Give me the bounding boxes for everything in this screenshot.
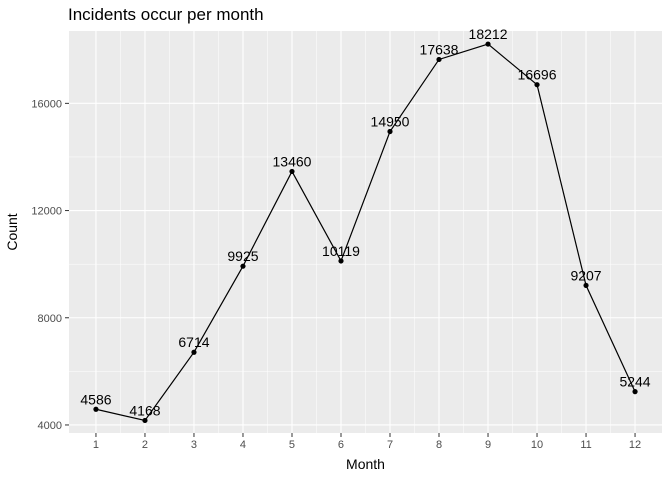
x-axis-title: Month <box>346 456 385 472</box>
major-gridlines <box>69 31 662 433</box>
x-tick-label: 8 <box>436 439 442 451</box>
data-point <box>583 282 589 289</box>
x-tick-label: 7 <box>387 439 393 451</box>
data-point <box>485 41 491 47</box>
data-point <box>289 168 295 175</box>
x-axis-ticks: 1 2 3 4 5 6 7 8 9 10 11 12 <box>93 433 641 451</box>
x-tick-label: 9 <box>485 439 491 451</box>
data-label: 4168 <box>129 402 160 418</box>
x-tick-label: 11 <box>580 439 591 451</box>
x-tick-label: 10 <box>531 439 543 451</box>
data-point <box>191 349 197 355</box>
data-point <box>93 406 99 412</box>
data-label: 16696 <box>518 67 557 83</box>
data-label: 10119 <box>322 243 360 259</box>
data-label: 4586 <box>80 391 111 407</box>
data-labels: 4586 4168 6714 9925 13460 10119 14950 17638 1821… <box>80 26 650 418</box>
y-tick-label: 4000 <box>38 420 62 432</box>
x-tick-label: 6 <box>338 439 344 451</box>
x-tick-label: 5 <box>289 439 295 451</box>
data-label: 13460 <box>273 153 312 169</box>
minor-gridlines <box>69 31 662 433</box>
data-label: 18212 <box>469 26 508 42</box>
data-label: 6714 <box>178 334 209 350</box>
data-point <box>240 263 246 269</box>
chart-title: Incidents occur per month <box>68 5 264 24</box>
data-label: 5244 <box>619 374 650 390</box>
x-tick-label: 12 <box>629 439 641 451</box>
x-tick-label: 1 <box>93 439 99 451</box>
data-label: 9207 <box>570 267 601 283</box>
data-point <box>632 389 638 395</box>
y-tick-label: 12000 <box>31 206 62 218</box>
x-tick-label: 4 <box>240 439 246 451</box>
data-label: 17638 <box>420 41 459 57</box>
data-label: 14950 <box>371 114 410 130</box>
data-points <box>93 41 638 424</box>
data-label: 9925 <box>227 248 258 264</box>
y-tick-label: 16000 <box>31 98 62 110</box>
data-point <box>142 417 148 424</box>
y-axis-ticks: 4000 8000 12000 16000 <box>31 98 69 432</box>
data-point <box>534 82 540 88</box>
x-tick-label: 3 <box>191 439 197 451</box>
data-point <box>387 128 393 135</box>
y-axis-title: Count <box>4 213 20 250</box>
series-line-group <box>95 43 636 422</box>
data-point <box>338 258 344 264</box>
y-tick-label: 8000 <box>38 313 62 325</box>
x-tick-label: 2 <box>142 439 148 451</box>
series-line <box>95 43 636 422</box>
data-point <box>436 56 442 63</box>
